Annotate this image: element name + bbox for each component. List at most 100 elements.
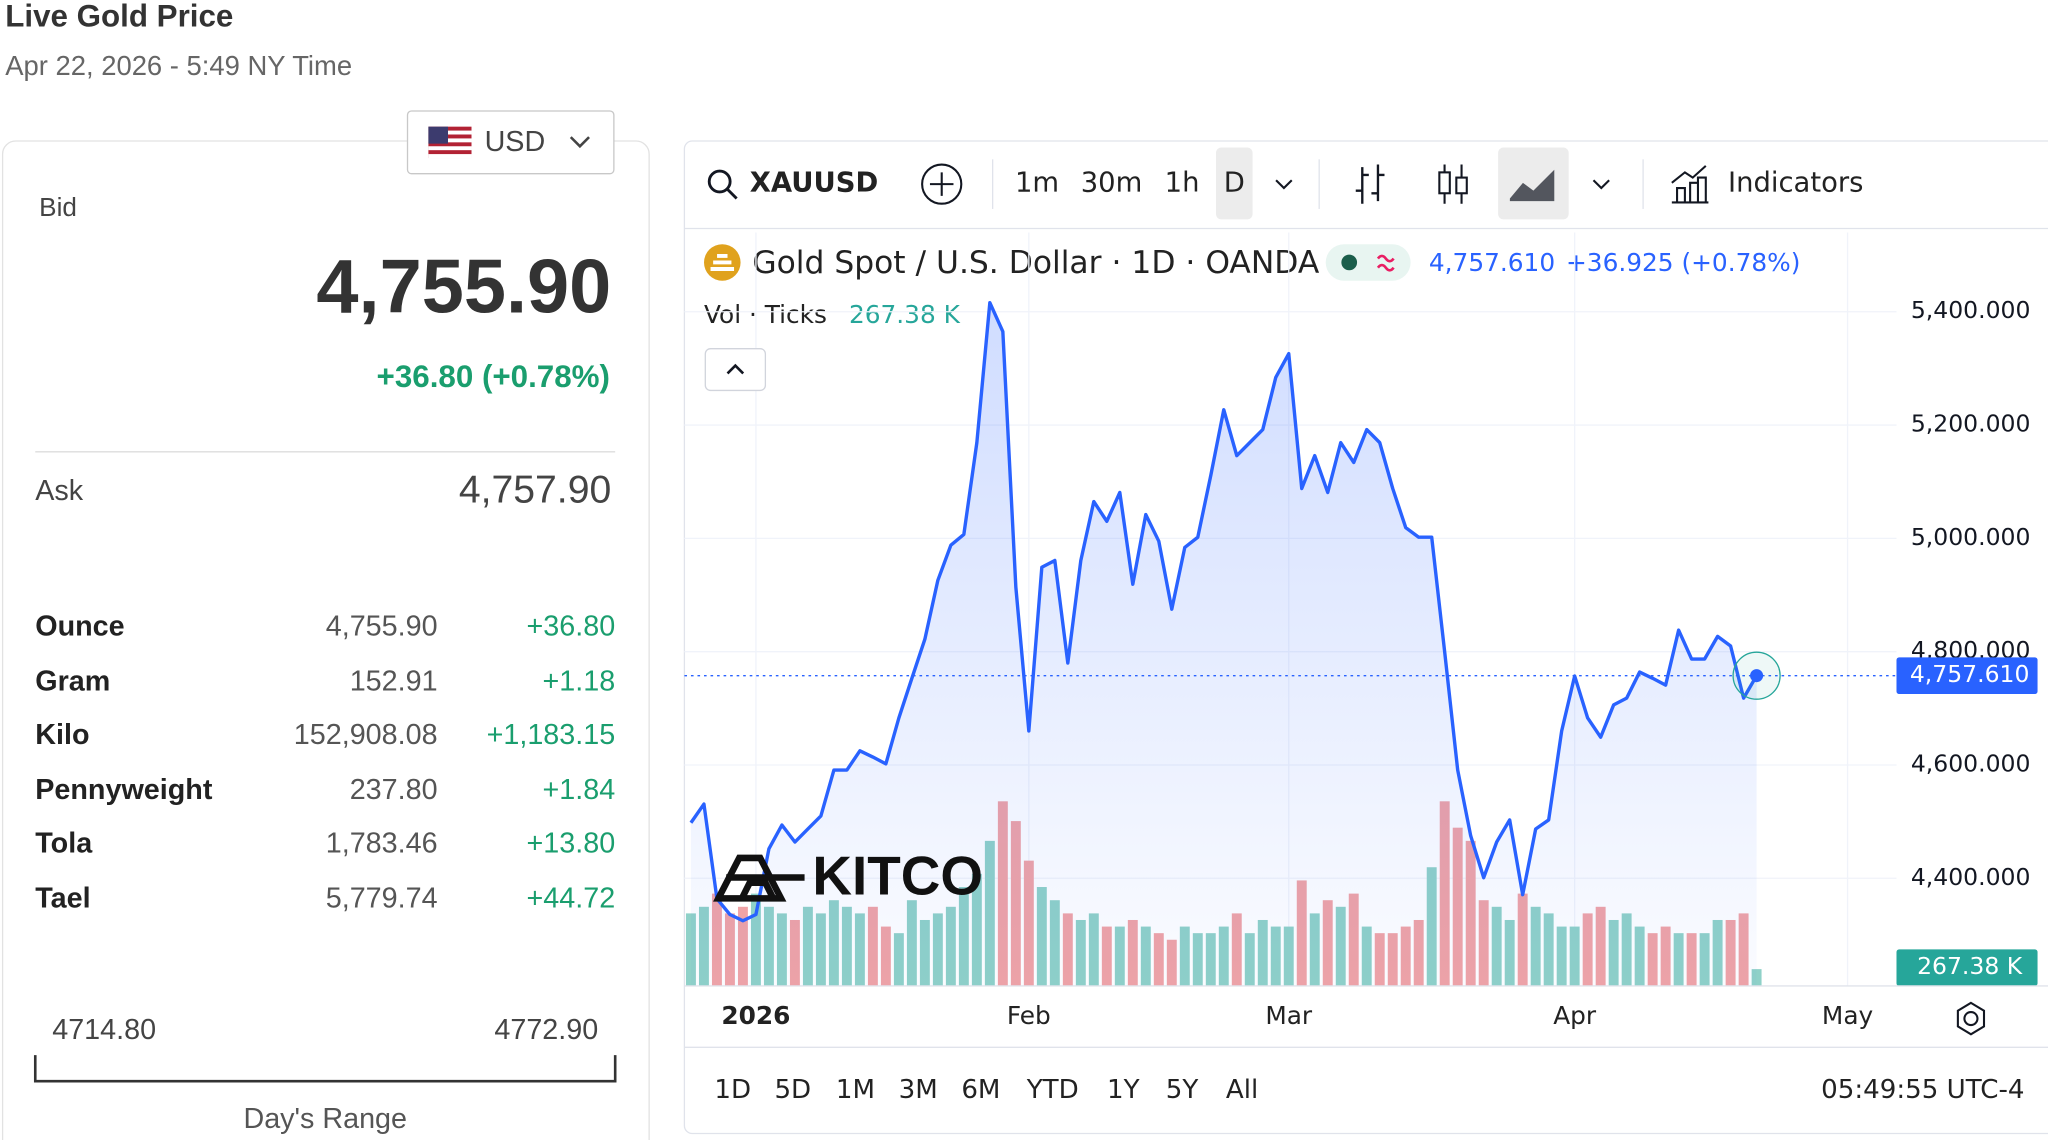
flag-stripe [428, 138, 472, 143]
interval[interactable]: D [1224, 168, 1245, 199]
volume-value: 267.38 K [849, 300, 961, 329]
chevron[interactable] [1592, 179, 1610, 190]
unit-name: Gram [35, 666, 110, 698]
unit-change: +36.80 [527, 611, 616, 643]
flag-stripe [428, 146, 472, 151]
range-button[interactable]: YTD [1026, 1075, 1079, 1105]
candles-icon [1455, 176, 1468, 195]
range-low: 4714.80 [52, 1014, 156, 1046]
y-tick-label: 4,400.000 [1911, 863, 2031, 891]
range-button[interactable]: 5Y [1166, 1075, 1199, 1105]
unit-change: +1.18 [543, 666, 616, 698]
compare-button[interactable] [921, 163, 963, 205]
timestamp: Apr 22, 2026 - 5:49 NY Time [5, 50, 352, 81]
quote-panel [1, 140, 650, 1140]
chart-type-active[interactable] [1498, 147, 1569, 220]
settings-icon [1956, 1001, 1986, 1036]
range-button[interactable]: All [1226, 1075, 1258, 1105]
plot: 4,400.0004,600.0004,800.0005,000.0005,20… [684, 232, 2048, 1030]
legend-price: 4,757.610 [1429, 248, 1555, 277]
range-caption: Day's Range [243, 1103, 407, 1135]
unit-table: Ounce 4,755.90 +36.80 Gram 152.91 +1.18 Kilo 15… [35, 611, 615, 915]
interval[interactable]: 30m [1081, 168, 1143, 199]
page-title: Live Gold Price [5, 0, 233, 34]
flag-stripe [428, 154, 472, 159]
unit-price: 152,908.08 [294, 719, 438, 751]
area-icon [1509, 169, 1555, 202]
y-tick-label: 5,200.000 [1911, 410, 2031, 438]
range-button[interactable]: 3M [899, 1075, 938, 1105]
candles-icon [1438, 171, 1451, 195]
y-tick-label: 4,600.000 [1911, 749, 2031, 777]
chevron[interactable] [1275, 179, 1293, 190]
chart-widget: XAUUSD 1m 30m 1h D Indicators Gold Spot … [683, 140, 2048, 1135]
unit-change: +13.80 [527, 827, 616, 859]
chevron [726, 363, 745, 375]
volume-tag [1896, 949, 2038, 986]
price-tag-label: 4,757.610 [1910, 660, 2030, 688]
unit-change: +1,183.15 [487, 719, 616, 751]
unit-change: +44.72 [527, 882, 616, 914]
chevron [569, 136, 590, 149]
range-bar [33, 1055, 617, 1083]
unit-name: Pennyweight [35, 774, 213, 806]
legend-change: +36.925 (+0.78%) [1566, 248, 1800, 277]
settings-icon[interactable] [1963, 1010, 1979, 1027]
range-high: 4772.90 [494, 1014, 598, 1046]
search-icon[interactable] [707, 169, 732, 194]
price-line [689, 300, 1759, 923]
indicators-icon[interactable] [1671, 165, 1709, 204]
x-tick-label: 2026 [721, 1001, 790, 1030]
ask-label: Ask [35, 475, 84, 507]
symbol-logo [710, 253, 735, 271]
flag-canton [428, 126, 448, 144]
flag-stripe [428, 130, 472, 135]
bid-label: Bid [39, 192, 77, 222]
plus-icon [929, 172, 954, 196]
volume-label: Vol · Ticks [704, 300, 827, 329]
range-button[interactable]: 1D [714, 1075, 751, 1105]
unit-price: 4,755.90 [326, 611, 438, 643]
interval[interactable]: 1h [1165, 168, 1200, 199]
price-area [690, 302, 1757, 986]
interval-active [1216, 147, 1253, 220]
interval[interactable]: 1m [1015, 168, 1059, 199]
delay-icon [1376, 254, 1395, 272]
price-tag [1896, 657, 2038, 694]
range-button[interactable]: 5D [774, 1075, 811, 1105]
search-icon [726, 188, 738, 200]
unit-name: Ounce [35, 611, 124, 643]
unit-change: +1.84 [543, 774, 616, 806]
x-tick-label: May [1822, 1001, 1873, 1030]
logo-text: KITCO [812, 845, 983, 907]
collapse-button[interactable] [704, 348, 767, 392]
legend-title: Gold Spot / U.S. Dollar · 1D · OANDA [752, 245, 1320, 281]
status-pill[interactable] [1325, 244, 1411, 281]
ask-value: 4,757.90 [459, 469, 611, 512]
symbol[interactable]: XAUUSD [750, 168, 879, 199]
range-button[interactable]: 6M [961, 1075, 1000, 1105]
indicators-button[interactable]: Indicators [1728, 168, 1863, 199]
unit-price: 5,779.74 [326, 882, 438, 914]
range-button[interactable]: 1M [836, 1075, 875, 1105]
clock: 05:49:55 UTC-4 [1821, 1075, 2024, 1105]
watermark: KITCO [713, 845, 983, 907]
currency-select[interactable]: USD [406, 110, 615, 175]
volume-tag-label: 267.38 K [1917, 952, 2023, 980]
unit-price: 1,783.46 [326, 827, 438, 859]
logo-mark [713, 854, 787, 902]
bid-value: 4,755.90 [316, 245, 611, 330]
unit-name: Tola [35, 827, 93, 859]
range-buttons: 1D 5D 1M 3M 6M YTD 1Y 5Y All [714, 1075, 1258, 1105]
unit-price: 152.91 [350, 666, 438, 698]
x-tick-label: Feb [1007, 1001, 1051, 1030]
bid-change: +36.80 (+0.78%) [377, 359, 610, 394]
unit-price: 237.80 [350, 774, 438, 806]
currency-label[interactable]: USD [485, 126, 546, 158]
x-tick-label: Apr [1553, 1001, 1597, 1030]
bars-icon[interactable] [1355, 164, 1385, 204]
x-tick-label: Mar [1265, 1001, 1313, 1030]
range-button[interactable]: 1Y [1107, 1075, 1140, 1105]
unit-name: Tael [35, 882, 90, 914]
